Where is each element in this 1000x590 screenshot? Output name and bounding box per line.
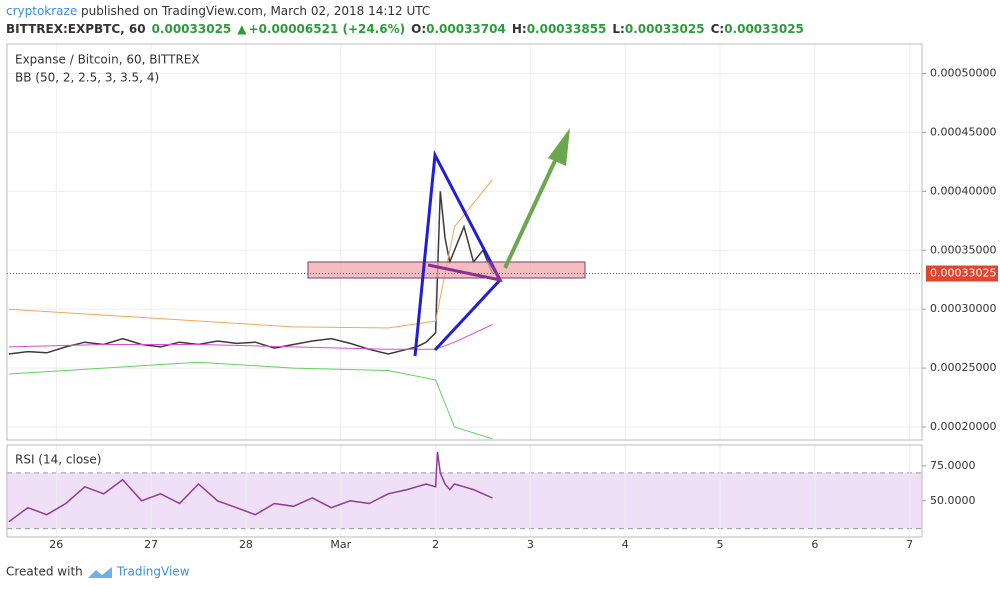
up-arrow: ▲ [237, 22, 247, 36]
pane-title: Expanse / Bitcoin, 60, BITTREX [15, 53, 200, 67]
series-line [8, 191, 494, 355]
c: 0.00033025 [724, 22, 804, 36]
published: published on TradingView.com, March 02, … [77, 4, 430, 18]
rsi-title: RSI (14, close) [15, 453, 101, 467]
rsi-pane-border [6, 444, 923, 538]
x-tick-label: 2 [432, 538, 439, 551]
y-tick-label: 0.00030000 [930, 302, 996, 315]
h-label: H: [512, 22, 527, 36]
arrow-shaft[interactable] [503, 149, 562, 269]
created-with: Created with [6, 565, 83, 579]
x-tick-label: 3 [527, 538, 534, 551]
indicator-label: BB (50, 2, 2.5, 3, 3.5, 4) [15, 71, 159, 85]
header-line-2: BITTREX:EXPBTC, 60 0.00033025 ▲ +0.00006521… [6, 22, 804, 36]
o-label: O: [411, 22, 426, 36]
last-price-label: 0.00033025 [930, 267, 996, 280]
x-tick-label: 7 [906, 538, 913, 551]
x-tick-label: 5 [717, 538, 724, 551]
symbol: BITTREX:EXPBTC, 60 [6, 22, 146, 36]
y-tick-label: 0.00040000 [930, 184, 996, 197]
series-line [8, 361, 493, 440]
last-price-tag [926, 265, 998, 282]
x-tick-label: Mar [330, 538, 351, 551]
last: 0.00033025 [152, 22, 232, 36]
x-tick-label: 26 [49, 538, 63, 551]
y-tick-label: 0.00050000 [930, 66, 996, 79]
c-label: C: [711, 22, 725, 36]
header-line-1: cryptokraze published on TradingView.com… [6, 4, 430, 18]
h: 0.00033855 [527, 22, 607, 36]
l-label: L: [612, 22, 624, 36]
arrow-head[interactable] [548, 128, 570, 166]
user-drawings [307, 128, 586, 357]
y-tick-label: 0.00025000 [930, 361, 996, 374]
blue-triangle[interactable] [413, 149, 502, 357]
rsi-band [7, 472, 922, 529]
price-pane-border [6, 43, 923, 441]
logo [88, 567, 112, 578]
o: 0.00033704 [426, 22, 506, 36]
series-line [8, 179, 493, 329]
purple-triangle[interactable] [427, 261, 503, 283]
x-tick-label: 6 [811, 538, 818, 551]
x-tick-label: 27 [144, 538, 158, 551]
plot-area: 26 27 28 Mar 2 3 4 5 6 7 0.00020000 0.00025000 0.000… [7, 44, 996, 551]
change: +0.00006521 (+24.6%) [249, 22, 406, 36]
y-tick-label: 0.00035000 [930, 243, 996, 256]
x-tick-label: 28 [239, 538, 253, 551]
l: 0.00033025 [625, 22, 705, 36]
x-tick-label: 4 [622, 538, 629, 551]
y-tick-label: 50.0000 [930, 494, 976, 507]
author[interactable]: cryptokraze [6, 4, 77, 18]
y-tick-label: 0.00020000 [930, 420, 996, 433]
series-line [8, 451, 493, 523]
y-tick-label: 0.00045000 [930, 125, 996, 138]
brand[interactable]: TradingView [116, 565, 190, 579]
y-tick-label: 75.0000 [930, 459, 976, 472]
series-line [8, 324, 493, 350]
logo-icon [88, 567, 112, 578]
